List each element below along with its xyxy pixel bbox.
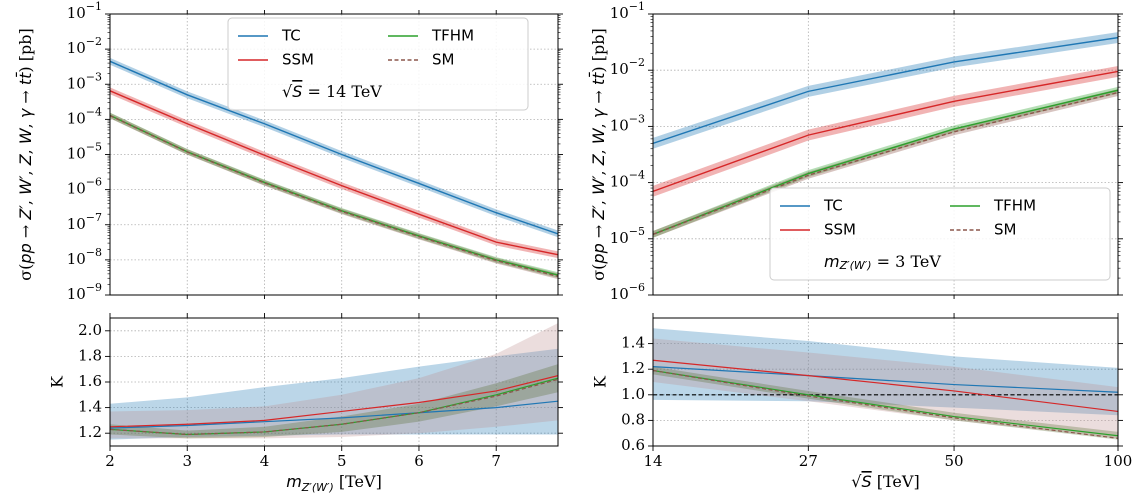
series-line-tc bbox=[110, 60, 558, 235]
legend-label-ssm: SSM bbox=[282, 51, 314, 69]
band-ssm bbox=[653, 338, 1118, 439]
legend-label-sm: SM bbox=[432, 51, 454, 69]
legend-box bbox=[227, 17, 529, 111]
series-line-tfhm bbox=[653, 89, 1118, 236]
y-tick-label: 1.2 bbox=[621, 359, 645, 377]
legend-label-tc: TC bbox=[823, 197, 843, 215]
legend-box bbox=[769, 187, 1111, 281]
plot-area-rt bbox=[653, 14, 1118, 295]
x-axis-label: mZ′(W′) [TeV] bbox=[286, 472, 382, 494]
legend-right: TC SSM TFHM SM mZ′(W′) = 3 TeV bbox=[769, 187, 1111, 281]
x-axis-label: √S [TeV] bbox=[851, 472, 919, 491]
plot-area-lt bbox=[110, 14, 558, 295]
y-tick-label: 1.0 bbox=[621, 385, 645, 403]
x-tick-label: 100 bbox=[1104, 452, 1133, 470]
y-tick-label: 10−3 bbox=[610, 112, 645, 134]
y-tick-label: 10−3 bbox=[67, 70, 102, 92]
y-tick-label: 0.6 bbox=[621, 436, 645, 454]
band-tfhm bbox=[110, 112, 558, 278]
legend-label-sm: SM bbox=[994, 221, 1016, 239]
band-tc bbox=[653, 328, 1118, 416]
x-tick-label: 27 bbox=[799, 452, 818, 470]
y-tick-label: 10−2 bbox=[67, 35, 102, 57]
y-tick-label: 10−1 bbox=[67, 0, 102, 22]
series-line-tc bbox=[653, 36, 1118, 144]
y-tick-label: 2.0 bbox=[78, 321, 102, 339]
y-tick-label: 10−5 bbox=[610, 225, 645, 247]
legend-label-tfhm: TFHM bbox=[431, 27, 474, 45]
y-axis-label: K bbox=[591, 375, 610, 388]
series-line-tfhm bbox=[110, 377, 558, 436]
annotation: √S = 14 TeV bbox=[282, 82, 382, 101]
y-tick-label: 10−8 bbox=[67, 246, 102, 268]
band-ssm bbox=[653, 66, 1118, 197]
band-tc bbox=[653, 32, 1118, 149]
x-tick-label: 14 bbox=[643, 452, 662, 470]
y-tick-label: 10−6 bbox=[610, 281, 645, 303]
series-line-tc bbox=[653, 366, 1118, 393]
band-ssm bbox=[110, 323, 558, 439]
y-tick-label: 10−5 bbox=[67, 141, 102, 163]
band-sm bbox=[110, 112, 558, 280]
series-line-ssm bbox=[110, 90, 558, 256]
plot-area-rb bbox=[653, 318, 1118, 446]
series-line-tfhm bbox=[653, 369, 1118, 437]
band-tc bbox=[110, 348, 558, 440]
y-tick-label: 10−7 bbox=[67, 211, 102, 233]
series-line-ssm bbox=[110, 375, 558, 428]
y-tick-label: 1.6 bbox=[78, 372, 102, 390]
y-tick-label: 10−4 bbox=[67, 105, 102, 127]
y-tick-label: 10−6 bbox=[67, 176, 102, 198]
series-line-sm bbox=[653, 91, 1118, 236]
y-tick-label: 0.8 bbox=[621, 410, 645, 428]
band-ssm bbox=[110, 87, 558, 259]
axes-frame-rt bbox=[652, 13, 1119, 296]
legend-label-tfhm: TFHM bbox=[993, 197, 1036, 215]
band-tfhm bbox=[653, 366, 1118, 440]
series-line-ssm bbox=[653, 359, 1118, 413]
legend-label-tc: TC bbox=[281, 27, 301, 45]
y-tick-label: 10−9 bbox=[67, 281, 102, 303]
series-line-ssm bbox=[653, 70, 1118, 192]
x-tick-label: 7 bbox=[491, 452, 501, 470]
x-tick-label: 2 bbox=[105, 452, 115, 470]
y-tick-label: 1.4 bbox=[78, 398, 102, 416]
y-tick-label: 1.4 bbox=[621, 334, 645, 352]
axes-frame-rb bbox=[652, 317, 1119, 447]
y-tick-label: 1.2 bbox=[78, 423, 102, 441]
x-tick-label: 4 bbox=[260, 452, 270, 470]
plot-area-lb bbox=[110, 318, 558, 446]
series-line-sm bbox=[110, 114, 558, 278]
legend-label-ssm: SSM bbox=[824, 221, 856, 239]
annotation: mZ′(W′) = 3 TeV bbox=[824, 252, 941, 273]
legend-left: TC SSM TFHM SM √S = 14 TeV bbox=[227, 17, 529, 111]
series-line-tc bbox=[110, 400, 558, 429]
series-line-sm bbox=[653, 369, 1118, 439]
x-tick-label: 50 bbox=[945, 452, 964, 470]
y-axis-label: σ(pp → Z′, W′, Z, W, γ → tt̄) [pb] bbox=[589, 28, 608, 280]
y-tick-label: 10−2 bbox=[610, 56, 645, 78]
band-tc bbox=[110, 57, 558, 238]
y-axis-label: σ(pp → Z′, W′, Z, W, γ → tt̄) [pb] bbox=[16, 28, 35, 280]
y-tick-label: 10−4 bbox=[610, 169, 645, 191]
x-tick-label: 6 bbox=[414, 452, 424, 470]
y-tick-label: 1.8 bbox=[78, 346, 102, 364]
y-tick-label: 10−1 bbox=[610, 0, 645, 22]
x-tick-label: 5 bbox=[337, 452, 347, 470]
y-axis-label: K bbox=[48, 375, 67, 388]
x-tick-label: 3 bbox=[182, 452, 192, 470]
series-line-tfhm bbox=[110, 114, 558, 276]
